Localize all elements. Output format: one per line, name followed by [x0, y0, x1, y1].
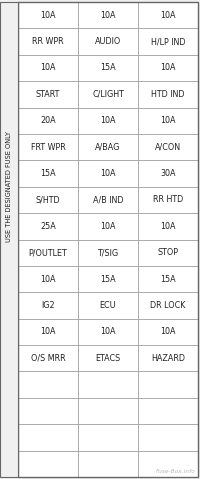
Text: 10A: 10A — [160, 222, 176, 231]
Bar — [78, 266, 138, 292]
Text: ETACS: ETACS — [95, 354, 121, 363]
Text: 10A: 10A — [40, 274, 56, 284]
Bar — [78, 81, 138, 108]
Bar — [18, 398, 78, 424]
Bar — [78, 108, 138, 134]
Text: IG2: IG2 — [41, 301, 55, 310]
Bar — [18, 134, 78, 160]
Bar — [78, 240, 138, 266]
Text: 15A: 15A — [40, 169, 56, 178]
Text: 15A: 15A — [160, 274, 176, 284]
Bar — [138, 187, 198, 213]
Bar — [18, 292, 78, 319]
Bar — [78, 28, 138, 55]
Text: T/SIG: T/SIG — [97, 248, 119, 257]
Bar — [138, 160, 198, 187]
Bar — [138, 345, 198, 371]
Text: 10A: 10A — [40, 11, 56, 20]
Text: A/CON: A/CON — [155, 143, 181, 152]
Bar — [78, 292, 138, 319]
Text: A/B IND: A/B IND — [93, 195, 123, 205]
Text: 10A: 10A — [160, 64, 176, 72]
Text: RR WPR: RR WPR — [32, 37, 64, 46]
Bar — [0, 2, 18, 477]
Text: 25A: 25A — [40, 222, 56, 231]
Bar — [18, 240, 78, 266]
Text: 10A: 10A — [160, 11, 176, 20]
Text: A/BAG: A/BAG — [95, 143, 121, 152]
Bar — [138, 55, 198, 81]
Text: S/HTD: S/HTD — [36, 195, 60, 205]
Bar — [18, 371, 78, 398]
Text: C/LIGHT: C/LIGHT — [92, 90, 124, 99]
Text: STOP: STOP — [158, 248, 179, 257]
Bar — [78, 160, 138, 187]
Bar — [18, 108, 78, 134]
Text: 15A: 15A — [100, 274, 116, 284]
Bar — [18, 213, 78, 240]
Bar — [138, 2, 198, 28]
Bar — [138, 266, 198, 292]
Text: RR HTD: RR HTD — [153, 195, 183, 205]
Bar — [18, 424, 78, 451]
Text: O/S MRR: O/S MRR — [31, 354, 65, 363]
Bar — [78, 371, 138, 398]
Bar — [138, 108, 198, 134]
Bar — [18, 319, 78, 345]
Text: 10A: 10A — [160, 116, 176, 125]
Text: 10A: 10A — [100, 169, 116, 178]
Text: START: START — [36, 90, 60, 99]
Bar — [78, 187, 138, 213]
Text: 20A: 20A — [40, 116, 56, 125]
Text: 10A: 10A — [40, 327, 56, 336]
Text: HTD IND: HTD IND — [151, 90, 185, 99]
Bar — [138, 424, 198, 451]
Text: 10A: 10A — [40, 64, 56, 72]
Bar — [18, 2, 78, 28]
Text: H/LP IND: H/LP IND — [151, 37, 185, 46]
Bar — [18, 345, 78, 371]
Bar — [18, 266, 78, 292]
Text: 10A: 10A — [100, 11, 116, 20]
Text: 10A: 10A — [100, 327, 116, 336]
Bar — [138, 451, 198, 477]
Bar — [78, 424, 138, 451]
Bar — [78, 134, 138, 160]
Bar — [78, 319, 138, 345]
Text: 30A: 30A — [160, 169, 176, 178]
Text: 10A: 10A — [160, 327, 176, 336]
Text: USE THE DESIGNATED FUSE ONLY: USE THE DESIGNATED FUSE ONLY — [6, 131, 12, 242]
Bar — [78, 398, 138, 424]
Text: 15A: 15A — [100, 64, 116, 72]
Text: AUDIO: AUDIO — [95, 37, 121, 46]
Bar — [138, 398, 198, 424]
Text: FRT WPR: FRT WPR — [31, 143, 65, 152]
Bar — [138, 213, 198, 240]
Bar — [18, 81, 78, 108]
Text: HAZARD: HAZARD — [151, 354, 185, 363]
Bar — [78, 345, 138, 371]
Text: P/OUTLET: P/OUTLET — [29, 248, 67, 257]
Bar — [18, 28, 78, 55]
Text: 10A: 10A — [100, 222, 116, 231]
Bar — [18, 451, 78, 477]
Text: Fuse-Box.info: Fuse-Box.info — [156, 469, 196, 474]
Text: ECU: ECU — [100, 301, 116, 310]
Bar — [138, 28, 198, 55]
Bar — [138, 319, 198, 345]
Bar — [138, 81, 198, 108]
Bar — [138, 292, 198, 319]
Bar — [18, 160, 78, 187]
Bar — [78, 55, 138, 81]
Text: DR LOCK: DR LOCK — [150, 301, 186, 310]
Bar — [78, 2, 138, 28]
Bar — [138, 240, 198, 266]
Bar — [18, 187, 78, 213]
Bar — [78, 451, 138, 477]
Bar — [138, 134, 198, 160]
Bar — [78, 213, 138, 240]
Bar — [138, 371, 198, 398]
Bar — [18, 55, 78, 81]
Text: 10A: 10A — [100, 116, 116, 125]
